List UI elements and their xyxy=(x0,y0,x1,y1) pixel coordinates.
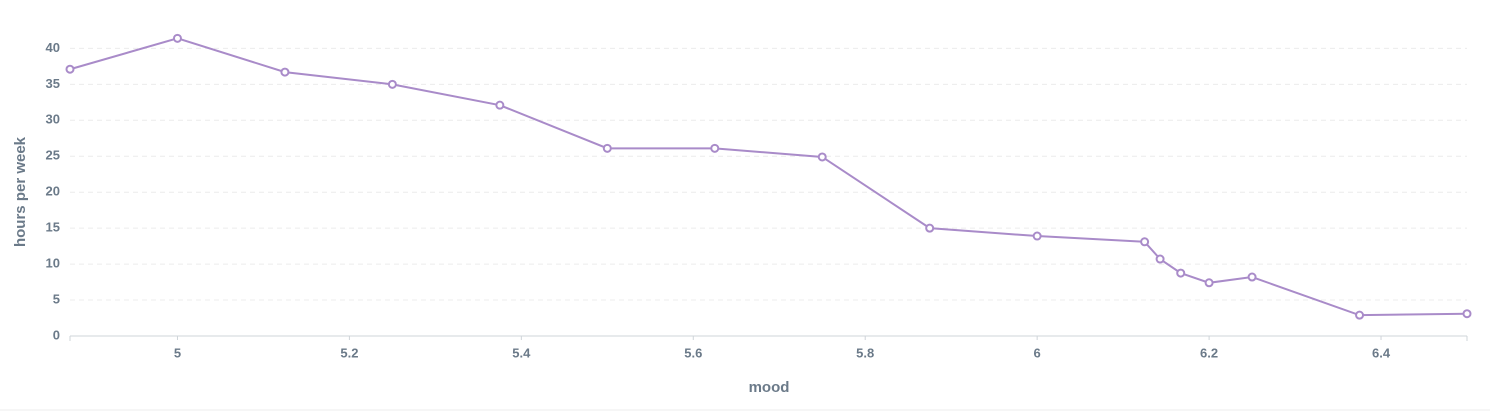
data-point xyxy=(1355,310,1365,320)
y-tick-label: 25 xyxy=(46,148,60,163)
x-tick-label: 5.6 xyxy=(684,345,702,360)
data-point xyxy=(1140,237,1150,247)
y-tick-label: 10 xyxy=(46,256,60,271)
y-tick-label: 15 xyxy=(46,220,60,235)
data-point xyxy=(1462,309,1472,319)
x-tick-label: 5 xyxy=(174,345,181,360)
series-line xyxy=(69,37,1468,317)
y-axis-title: hours per week xyxy=(12,136,29,247)
data-point xyxy=(817,152,827,162)
data-point xyxy=(925,223,935,233)
x-tick-label: 5.8 xyxy=(856,345,874,360)
data-point xyxy=(172,33,182,43)
x-tick-label: 6.4 xyxy=(1372,345,1391,360)
data-point xyxy=(495,100,505,110)
y-tick-label: 35 xyxy=(46,76,60,91)
data-point xyxy=(1204,278,1214,288)
data-point xyxy=(65,64,75,74)
x-tick-label: 5.4 xyxy=(512,345,531,360)
x-tick-label: 5.2 xyxy=(340,345,358,360)
y-tick-label: 5 xyxy=(53,291,60,306)
y-tick-label: 30 xyxy=(46,112,60,127)
x-axis-title: mood xyxy=(749,379,790,396)
data-point xyxy=(1032,231,1042,241)
x-tick-label: 6.2 xyxy=(1200,345,1218,360)
y-tick-label: 20 xyxy=(46,184,60,199)
data-point xyxy=(1176,268,1186,278)
data-point xyxy=(280,67,290,77)
x-tick-label: 6 xyxy=(1034,345,1041,360)
data-point xyxy=(387,79,397,89)
data-point xyxy=(710,143,720,153)
data-point xyxy=(1247,272,1257,282)
y-tick-label: 40 xyxy=(46,40,60,55)
y-tick-label: 0 xyxy=(53,327,60,342)
data-point xyxy=(602,143,612,153)
data-point xyxy=(1155,254,1165,264)
